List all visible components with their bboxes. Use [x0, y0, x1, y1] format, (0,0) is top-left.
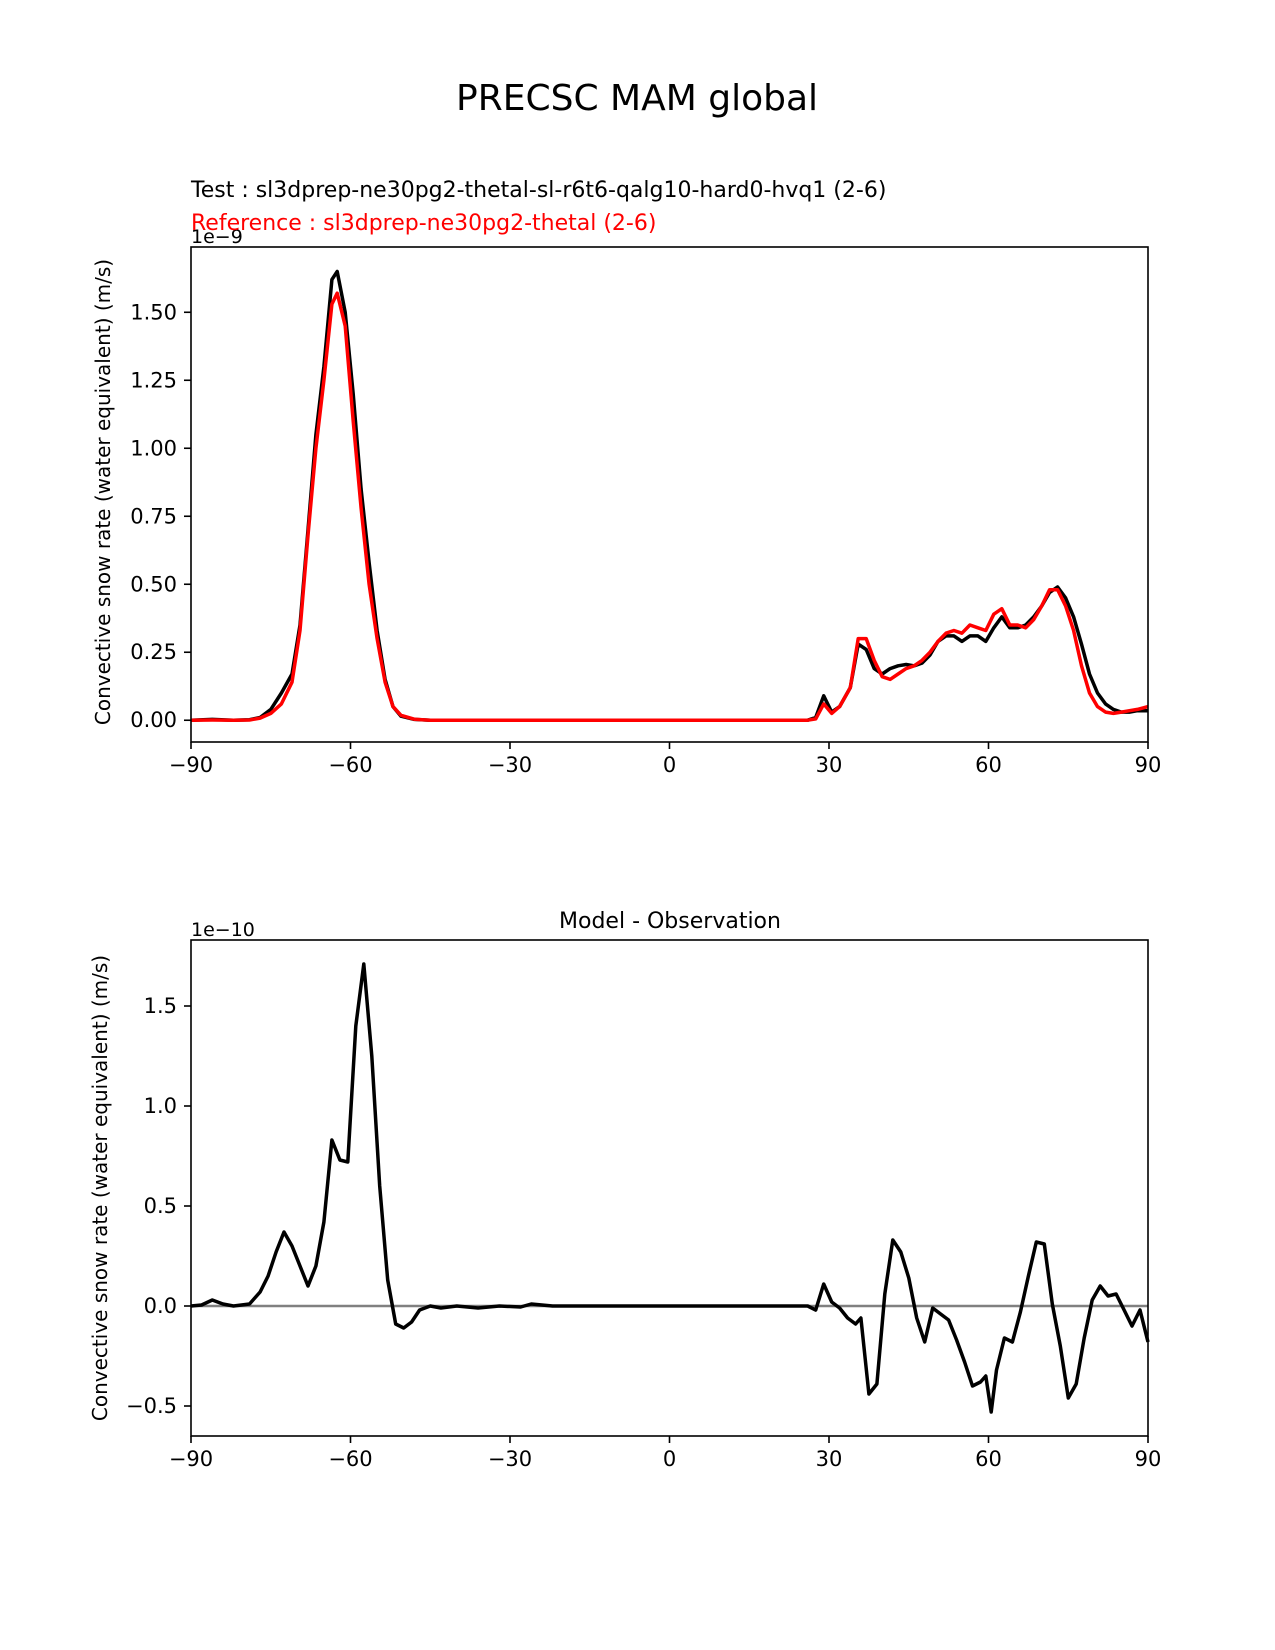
top-x-tick-label: 30	[816, 753, 843, 777]
top-y-tick-label: 1.00	[130, 436, 177, 460]
top-series-reference-line	[190, 291, 1149, 722]
bottom-x-tick-label: −30	[488, 1447, 532, 1471]
y-axis-label-top: Convective snow rate (water equivalent) …	[91, 259, 115, 725]
top-y-tick-label: 1.50	[130, 300, 177, 324]
top-x-tick-label: 90	[1135, 753, 1162, 777]
top-plot-area: −90 −60 −30 0 30 60 90 0.00 0.25 0.50 0.75 1.00 1.25…	[130, 246, 1162, 777]
y-axis-label-bottom: Convective snow rate (water equivalent) …	[88, 955, 112, 1421]
bottom-y-tick-label: 1.0	[144, 1094, 177, 1118]
top-x-tick-label: −30	[488, 753, 532, 777]
top-x-tick-label: −90	[169, 753, 213, 777]
top-x-tick-label: 0	[663, 753, 676, 777]
bottom-axes-frame	[190, 939, 1149, 1437]
bottom-x-tick-label: −90	[169, 1447, 213, 1471]
reference-label: Reference : sl3dprep-ne30pg2-thetal (2-6…	[191, 211, 656, 236]
offset-label-top: 1e−9	[191, 226, 243, 248]
top-panel: Test : sl3dprep-ne30pg2-thetal-sl-r6t6-q…	[91, 178, 1161, 777]
bottom-y-tick-label: 0.0	[144, 1294, 177, 1318]
top-y-tick-label: 0.75	[130, 504, 177, 528]
bottom-x-tick-label: 60	[975, 1447, 1002, 1471]
bottom-panel: Model - Observation 1e−10 −90 −60 −30 0 30 60…	[88, 909, 1161, 1471]
offset-label-bottom: 1e−10	[191, 919, 255, 941]
bottom-x-tick-label: −60	[328, 1447, 372, 1471]
top-x-tick-label: −60	[328, 753, 372, 777]
bottom-chart-title: Model - Observation	[559, 909, 781, 934]
top-y-tick-label: 0.50	[130, 572, 177, 596]
bottom-x-tick-label: 30	[816, 1447, 843, 1471]
bottom-plot-area: −90 −60 −30 0 30 60 90 −0.5 0.0 0.5 1.0 1.5	[126, 939, 1162, 1471]
top-series-test-line	[190, 269, 1148, 722]
top-y-tick-label: 0.00	[130, 708, 177, 732]
test-label: Test : sl3dprep-ne30pg2-thetal-sl-r6t6-q…	[190, 178, 886, 203]
bottom-x-tick-label: 0	[663, 1447, 676, 1471]
bottom-y-tick-label: −0.5	[126, 1394, 177, 1418]
bottom-y-tick-label: 0.5	[144, 1194, 177, 1218]
top-x-tick-label: 60	[975, 753, 1002, 777]
top-y-tick-label: 0.25	[130, 640, 177, 664]
bottom-series-difference-line	[190, 962, 1150, 1414]
bottom-y-tick-label: 1.5	[144, 994, 177, 1018]
top-y-tick-label: 1.25	[130, 368, 177, 392]
bottom-x-tick-label: 90	[1135, 1447, 1162, 1471]
top-axes-frame	[190, 246, 1149, 743]
figure-title: PRECSC MAM global	[456, 78, 818, 119]
